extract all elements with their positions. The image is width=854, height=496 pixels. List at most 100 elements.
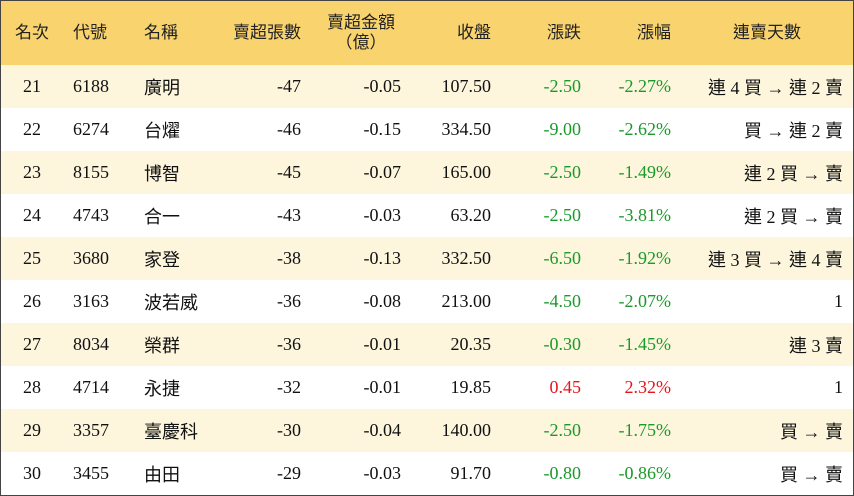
table-cell: -0.01	[311, 323, 411, 366]
table-cell: 合一	[144, 206, 180, 227]
table-cell: -0.80	[543, 463, 582, 483]
table-cell: -9.00	[543, 119, 582, 139]
column-header: 賣超張數	[211, 1, 311, 65]
table-cell: 2.32%	[624, 377, 672, 397]
table-cell: 107.50	[411, 65, 501, 108]
table-cell: -30	[211, 409, 311, 452]
table-cell: -0.15	[363, 119, 402, 139]
table-cell: -2.07%	[618, 291, 672, 311]
table-row: 21 6188 廣明 -47 -0.05 107.50 -2.50 -2.27% 連 4 買 →…	[1, 65, 853, 108]
table-cell: 博智	[134, 151, 211, 194]
table-cell: -0.03	[363, 463, 402, 483]
table-cell: -36	[277, 291, 301, 311]
table-cell: 8155	[63, 151, 134, 194]
header-row: 名次 代號 名稱 賣超張數 賣超金額 （億） 收盤 漲跌 漲幅 連賣天數	[1, 1, 853, 65]
table-cell: 29	[1, 409, 63, 452]
table-cell: 332.50	[411, 237, 501, 280]
table-cell: 6274	[73, 119, 109, 139]
table-cell: 91.70	[450, 463, 492, 483]
table-cell: 6188	[63, 65, 134, 108]
table-cell: 21	[1, 65, 63, 108]
table-cell: 連 2 買 → 賣	[744, 206, 843, 227]
header-line: （億）	[335, 33, 387, 52]
column-header: 漲跌	[501, 1, 591, 65]
table-row: 26 3163 波若威 -36 -0.08 213.00 -4.50 -2.07% 1	[1, 280, 853, 323]
table-cell: 28	[23, 377, 41, 397]
table-cell: 臺慶科	[134, 409, 211, 452]
table-cell: 27	[1, 323, 63, 366]
table-cell: 買 → 賣	[780, 464, 843, 485]
table-cell: 1	[834, 377, 843, 397]
table-cell: 連 2 買 → 賣	[681, 151, 853, 194]
table-cell: 23	[1, 151, 63, 194]
table-cell: 1	[834, 291, 843, 311]
table-cell: -32	[277, 377, 301, 397]
table-cell: -0.08	[363, 291, 402, 311]
table-cell: -2.50	[501, 409, 591, 452]
table-cell: 廣明	[134, 65, 211, 108]
table-cell: 榮群	[134, 323, 211, 366]
table-cell: 24	[23, 205, 41, 225]
table-cell: 334.50	[441, 119, 492, 139]
table-cell: -2.27%	[591, 65, 681, 108]
table-cell: 台燿	[144, 120, 180, 141]
table-cell: -0.03	[363, 205, 402, 225]
table-cell: -43	[277, 205, 301, 225]
column-header: 連賣天數	[681, 1, 853, 65]
table-cell: -47	[211, 65, 311, 108]
table-cell: 140.00	[411, 409, 501, 452]
table-row: 24 4743 合一 -43 -0.03 63.20 -2.50 -3.81% 連 2 買 → …	[1, 194, 853, 237]
table-cell: 19.85	[450, 377, 492, 397]
table-row: 25 3680 家登 -38 -0.13 332.50 -6.50 -1.92% 連 3 買 →…	[1, 237, 853, 280]
column-header: 名稱	[134, 1, 211, 65]
table-cell: -2.50	[501, 151, 591, 194]
table-cell: 連 3 賣	[681, 323, 853, 366]
table-cell: 165.00	[411, 151, 501, 194]
table-cell: -1.75%	[591, 409, 681, 452]
table-row: 28 4714 永捷 -32 -0.01 19.85 0.45 2.32% 1	[1, 366, 853, 409]
table-cell: -2.62%	[618, 119, 672, 139]
column-header: 漲幅	[591, 1, 681, 65]
header-line: 賣超金額	[327, 13, 395, 32]
table-cell: 買 → 賣	[681, 409, 853, 452]
table-cell: -0.86%	[618, 463, 672, 483]
table-cell: -0.07	[311, 151, 411, 194]
table-cell: 3680	[63, 237, 134, 280]
table-cell: -4.50	[543, 291, 582, 311]
table-cell: 4714	[73, 377, 109, 397]
table-row: 23 8155 博智 -45 -0.07 165.00 -2.50 -1.49% 連 2 買 →…	[1, 151, 853, 194]
table-cell: 3357	[63, 409, 134, 452]
table-cell: 家登	[134, 237, 211, 280]
table-row: 27 8034 榮群 -36 -0.01 20.35 -0.30 -1.45% 連 3 賣	[1, 323, 853, 366]
table-cell: 連 4 買 → 連 2 賣	[681, 65, 853, 108]
table-cell: 3455	[73, 463, 109, 483]
table-cell: -1.45%	[591, 323, 681, 366]
table-cell: 213.00	[441, 291, 492, 311]
table-cell: 26	[23, 291, 41, 311]
table-body: 21 6188 廣明 -47 -0.05 107.50 -2.50 -2.27% 連 4 買 →…	[1, 65, 853, 495]
table-cell: 4743	[73, 205, 109, 225]
table-cell: -0.05	[311, 65, 411, 108]
table-cell: -0.13	[311, 237, 411, 280]
table-cell: -46	[277, 119, 301, 139]
table-cell: 25	[1, 237, 63, 280]
table-cell: 由田	[144, 464, 180, 485]
table-cell: -2.50	[501, 65, 591, 108]
table-cell: 30	[23, 463, 41, 483]
column-header: 收盤	[411, 1, 501, 65]
table-cell: -2.50	[543, 205, 582, 225]
table-cell: -3.81%	[618, 205, 672, 225]
column-header: 賣超金額 （億）	[311, 1, 411, 65]
table-cell: 0.45	[549, 377, 582, 397]
table-cell: -0.01	[363, 377, 402, 397]
table-cell: 買 → 連 2 賣	[744, 120, 843, 141]
table-row: 30 3455 由田 -29 -0.03 91.70 -0.80 -0.86% 買 → 賣	[1, 452, 853, 495]
table-cell: -45	[211, 151, 311, 194]
column-header: 名次	[1, 1, 63, 65]
table-cell: 3163	[73, 291, 109, 311]
table-cell: -0.30	[501, 323, 591, 366]
table-cell: 8034	[63, 323, 134, 366]
table-cell: -29	[277, 463, 301, 483]
